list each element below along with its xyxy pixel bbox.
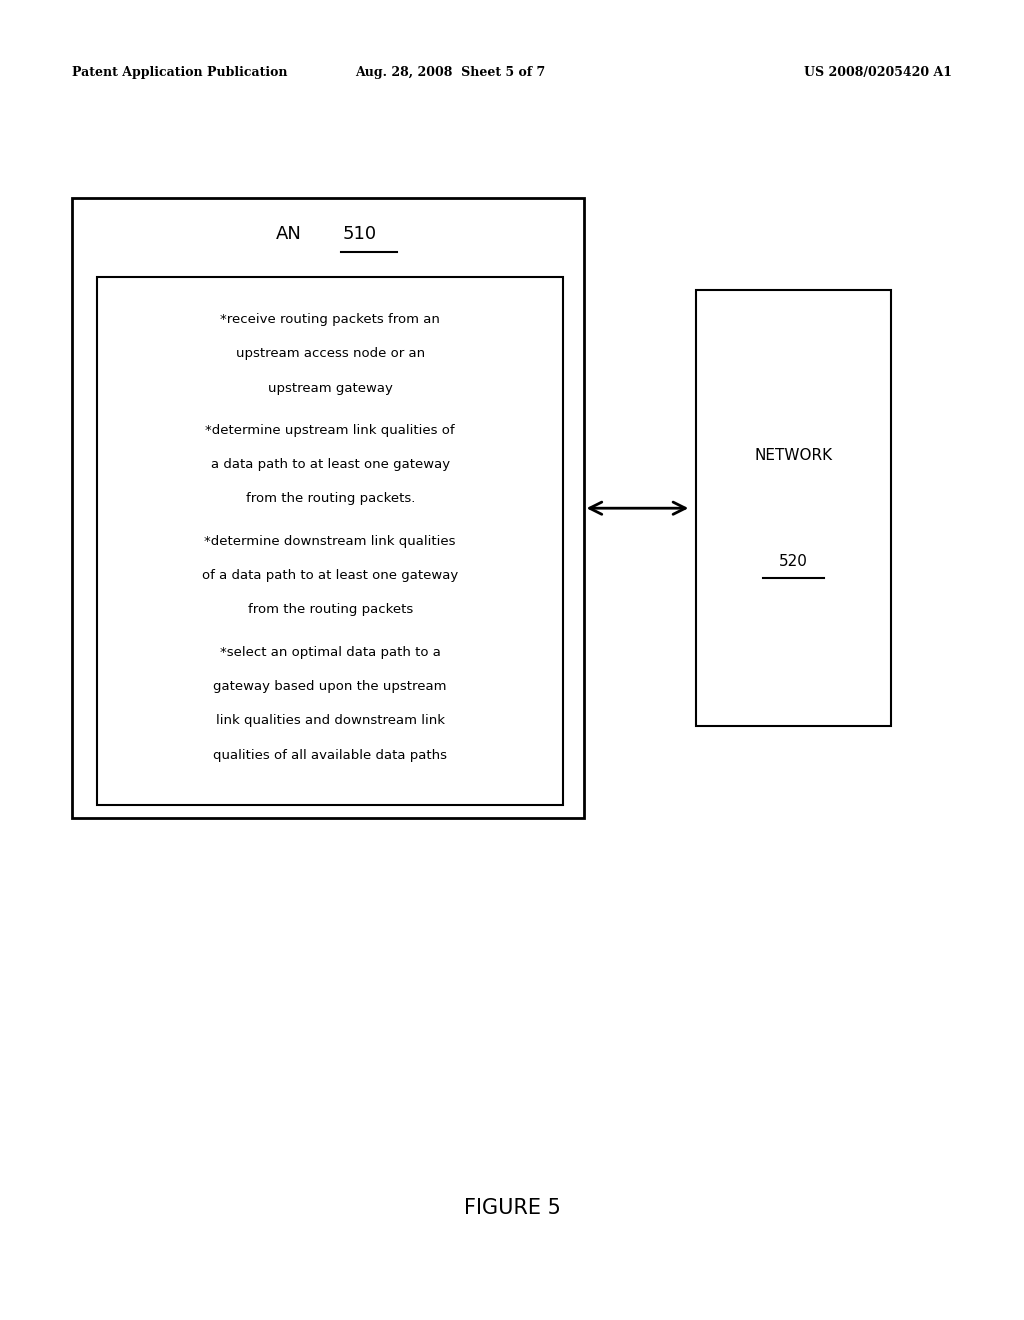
Text: FIGURE 5: FIGURE 5: [464, 1197, 560, 1218]
Text: AN: AN: [276, 224, 302, 243]
Text: *determine downstream link qualities: *determine downstream link qualities: [205, 535, 456, 548]
Text: link qualities and downstream link: link qualities and downstream link: [216, 714, 444, 727]
Text: Aug. 28, 2008  Sheet 5 of 7: Aug. 28, 2008 Sheet 5 of 7: [355, 66, 546, 79]
Text: a data path to at least one gateway: a data path to at least one gateway: [211, 458, 450, 471]
Text: qualities of all available data paths: qualities of all available data paths: [213, 748, 447, 762]
Text: NETWORK: NETWORK: [755, 447, 833, 463]
Text: upstream access node or an: upstream access node or an: [236, 347, 425, 360]
Text: from the routing packets: from the routing packets: [248, 603, 413, 616]
Text: *receive routing packets from an: *receive routing packets from an: [220, 313, 440, 326]
Text: upstream gateway: upstream gateway: [268, 381, 392, 395]
Text: *determine upstream link qualities of: *determine upstream link qualities of: [206, 424, 455, 437]
FancyBboxPatch shape: [696, 290, 891, 726]
FancyBboxPatch shape: [97, 277, 563, 805]
FancyBboxPatch shape: [72, 198, 584, 818]
Text: 520: 520: [779, 553, 808, 569]
Text: *select an optimal data path to a: *select an optimal data path to a: [220, 645, 440, 659]
Text: 510: 510: [343, 224, 377, 243]
Text: from the routing packets.: from the routing packets.: [246, 492, 415, 506]
Text: Patent Application Publication: Patent Application Publication: [72, 66, 287, 79]
Text: US 2008/0205420 A1: US 2008/0205420 A1: [804, 66, 952, 79]
Text: of a data path to at least one gateway: of a data path to at least one gateway: [202, 569, 459, 582]
Text: gateway based upon the upstream: gateway based upon the upstream: [213, 680, 447, 693]
